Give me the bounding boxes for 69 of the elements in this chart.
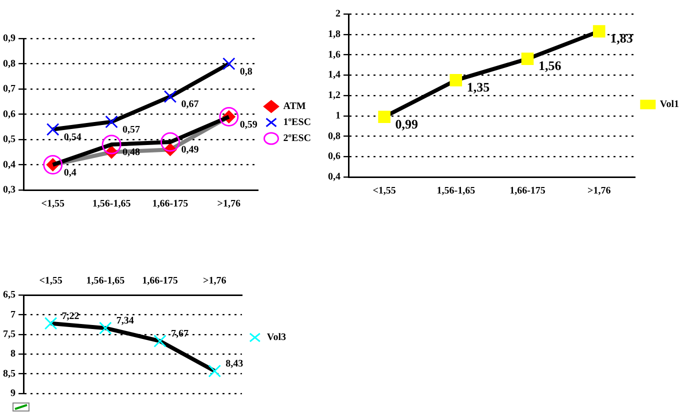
point: [208, 364, 222, 378]
y-tick-label: 8,5: [3, 368, 16, 380]
y-tick-label: 1,2: [328, 90, 340, 102]
x-tick-label: 1,66-175: [510, 186, 546, 197]
x-tick-label: <1,55: [372, 186, 396, 197]
y-tick-label: 0,6: [3, 108, 16, 120]
x-tick-label: 1,66-175: [142, 276, 178, 287]
legend-label: 1ºESC: [283, 117, 312, 128]
y-tick-label: 8: [10, 348, 16, 360]
point: [592, 25, 606, 38]
point: [222, 57, 236, 70]
y-tick-label: 0,8: [328, 130, 340, 142]
data-label: 7,67: [171, 328, 189, 340]
y-tick-label: 0,7: [3, 84, 16, 95]
y-tick-label: 0,4: [328, 172, 340, 183]
legend-label: ATM: [283, 101, 306, 112]
data-label: 8,43: [226, 358, 244, 370]
y-tick-label: 0,5: [3, 134, 16, 146]
data-label: 0,49: [181, 144, 199, 156]
data-label: 1,83: [610, 30, 634, 46]
y-tick-label: 1: [336, 110, 340, 122]
y-tick-label: 1,8: [328, 28, 340, 40]
y-tick-label: 0,6: [328, 151, 340, 162]
data-label: 0,99: [395, 116, 419, 132]
y-tick-label: 1,6: [328, 49, 340, 60]
x-tick-label: <1,55: [39, 276, 62, 287]
y-tick-label: 0,3: [3, 184, 16, 196]
x-tick-label: <1,55: [41, 198, 64, 210]
legend-label: Vol1: [660, 99, 680, 110]
point: [43, 155, 63, 174]
x-tick-label: >1,76: [217, 198, 241, 210]
data-label: 0,59: [240, 119, 258, 130]
point: [154, 334, 166, 348]
x-tick-label: >1,76: [203, 276, 226, 287]
data-label: 0,67: [181, 99, 199, 110]
data-label: 1,56: [538, 58, 562, 74]
point: [99, 322, 112, 335]
point: [219, 107, 239, 127]
y-tick-label: 0,4: [3, 159, 16, 170]
point: [521, 52, 534, 65]
y-tick-label: 1,4: [328, 70, 340, 81]
point: [450, 74, 462, 86]
x-tick-label: 1,56-1,65: [92, 198, 131, 210]
x-tick-label: 1,56-1,65: [436, 186, 476, 197]
data-label: 7,22: [62, 310, 80, 322]
y-tick-label: 9: [10, 388, 16, 400]
point: [102, 134, 122, 154]
x-tick-label: >1,76: [588, 186, 611, 197]
point: [44, 316, 58, 330]
data-label: 7,34: [116, 316, 134, 327]
point: [164, 90, 177, 103]
data-label: 0,4: [64, 167, 76, 178]
y-tick-label: 0,9: [3, 33, 16, 44]
x-tick-label: 1,66-175: [152, 198, 188, 210]
point: [105, 115, 118, 128]
data-label: 0,8: [240, 66, 252, 78]
legend-label: Vol3: [266, 332, 286, 344]
y-tick-label: 7,5: [3, 328, 16, 340]
point: [378, 110, 390, 124]
y-tick-label: 2: [336, 8, 340, 20]
y-tick-label: 0,8: [3, 58, 16, 70]
legend-label: 2ºESC: [283, 133, 312, 144]
data-label: 0,57: [122, 124, 140, 136]
x-tick-label: 1,56-1,65: [86, 276, 125, 287]
y-tick-label: 6,5: [3, 290, 16, 301]
point: [46, 122, 60, 136]
point: [160, 132, 180, 152]
y-tick-label: 7: [10, 309, 16, 320]
data-label: 1,35: [466, 80, 490, 95]
